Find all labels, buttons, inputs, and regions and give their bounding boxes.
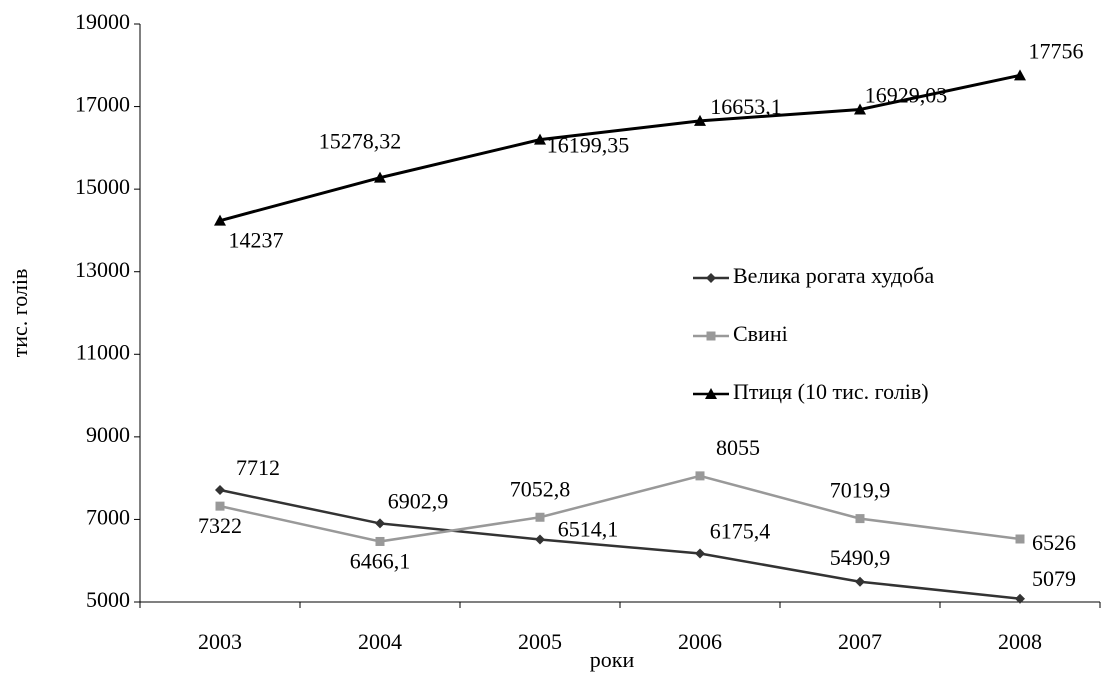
point <box>855 576 865 587</box>
point <box>214 214 226 226</box>
data-label: 6175,4 <box>710 519 771 544</box>
data-label: 16199,35 <box>547 133 630 158</box>
point <box>694 114 706 126</box>
x-tick-label: 2004 <box>358 629 402 654</box>
legend-marker <box>706 331 716 341</box>
point <box>215 501 225 511</box>
data-label: 14237 <box>229 228 284 253</box>
data-label: 6902,9 <box>388 488 449 513</box>
x-tick-label: 2005 <box>518 629 562 654</box>
y-tick-label: 7000 <box>86 504 130 529</box>
data-label: 7712 <box>236 455 280 480</box>
legend-label: Велика рогата худоба <box>733 263 934 288</box>
x-tick-label: 2008 <box>998 629 1042 654</box>
point <box>695 548 705 559</box>
point <box>215 485 225 496</box>
y-tick-label: 11000 <box>76 339 130 364</box>
data-label: 7019,9 <box>830 478 891 503</box>
series-line <box>219 488 1021 600</box>
legend-label: Птиця (10 тис. голів) <box>733 379 929 404</box>
point <box>1014 69 1026 81</box>
y-tick-label: 9000 <box>86 422 130 447</box>
x-tick-label: 2007 <box>838 629 882 654</box>
legend-marker <box>705 388 717 399</box>
point <box>375 536 385 546</box>
data-label: 7052,8 <box>510 476 571 501</box>
point <box>1015 593 1025 604</box>
data-label: 8055 <box>716 435 760 460</box>
point <box>855 514 865 524</box>
y-tick-label: 5000 <box>86 587 130 612</box>
data-label: 16929,03 <box>865 83 948 108</box>
point <box>1015 534 1025 544</box>
point <box>535 512 545 522</box>
point <box>854 103 866 115</box>
point <box>695 471 705 481</box>
series-line <box>219 73 1021 223</box>
point <box>535 534 545 545</box>
x-tick-label: 2003 <box>198 629 242 654</box>
y-tick-label: 13000 <box>75 257 130 282</box>
data-label: 17756 <box>1029 38 1084 63</box>
y-tick-label: 17000 <box>75 92 130 117</box>
y-tick-label: 15000 <box>75 174 130 199</box>
x-axis-label: роки <box>590 647 635 672</box>
y-tick-label: 19000 <box>75 9 130 34</box>
data-label: 6526 <box>1032 530 1076 555</box>
data-label: 16653,1 <box>710 94 782 119</box>
data-label: 15278,32 <box>319 129 402 154</box>
y-axis-label: тис. голів <box>7 269 32 358</box>
data-label: 6466,1 <box>350 549 411 574</box>
data-label: 6514,1 <box>558 517 619 542</box>
series-line <box>219 474 1021 543</box>
x-tick-label: 2006 <box>678 629 722 654</box>
data-label: 5490,9 <box>830 545 891 570</box>
data-label: 7322 <box>198 513 242 538</box>
point <box>375 518 385 529</box>
legend-label: Свині <box>733 321 788 346</box>
legend-marker <box>706 273 716 283</box>
point <box>374 171 386 183</box>
data-label: 5079 <box>1032 566 1076 591</box>
point <box>534 133 546 145</box>
